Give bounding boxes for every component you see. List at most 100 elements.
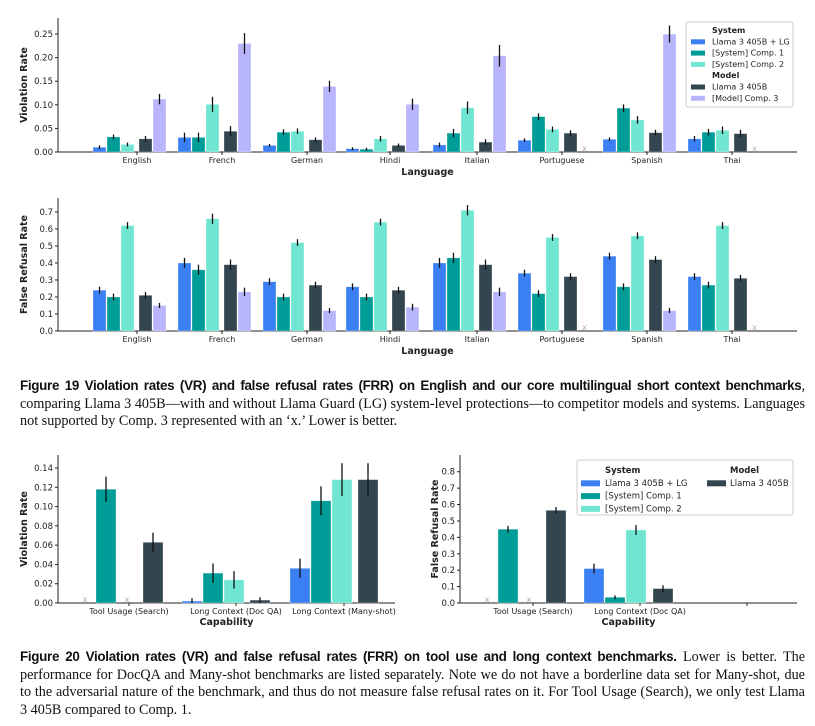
- bar: [602, 138, 617, 153]
- legend-swatch: [707, 480, 726, 487]
- bar: [602, 255, 617, 332]
- legend-header: System: [712, 26, 745, 35]
- legend-label: Llama 3 405B + LG: [712, 37, 790, 46]
- bar: [120, 225, 135, 332]
- bar: [138, 294, 153, 332]
- bar: [687, 276, 702, 332]
- figure-20-label: Figure 20 Violation rates (VR) and false…: [20, 649, 677, 664]
- x-tick-label: Spanish: [631, 156, 663, 165]
- x-tick-label: Thai: [722, 335, 740, 344]
- bar: [345, 286, 360, 332]
- figure-19-label: Figure 19 Violation rates (VR) and false…: [20, 378, 802, 393]
- bar: [583, 568, 605, 604]
- legend-swatch: [691, 39, 705, 45]
- bar: [432, 262, 447, 332]
- bar: [715, 225, 730, 332]
- x-tick-label: Tool Usage (Search): [492, 607, 572, 616]
- bar: [446, 257, 461, 332]
- y-tick-label: 0.04: [34, 560, 53, 570]
- legend-header: System: [605, 466, 641, 476]
- legend-swatch: [581, 493, 600, 500]
- y-tick-label: 0.2: [441, 566, 455, 576]
- y-tick-label: 0.1: [39, 310, 53, 320]
- bar: [531, 293, 546, 332]
- missing-marker: x: [582, 144, 587, 153]
- y-tick-label: 0.25: [34, 30, 53, 40]
- legend-label: [Model] Comp. 3: [712, 94, 778, 103]
- x-axis-label: Capability: [602, 617, 657, 628]
- x-tick-label: Portuguese: [539, 335, 584, 344]
- x-tick-label: Spanish: [631, 335, 663, 344]
- bar: [152, 98, 167, 153]
- y-tick-label: 0.0: [39, 327, 53, 337]
- bar: [95, 488, 117, 604]
- figure-20-text: Lower is better. The performance for Doc…: [20, 649, 805, 718]
- y-tick-label: 0.12: [34, 483, 53, 493]
- y-tick-label: 0.8: [441, 468, 455, 478]
- legend-swatch: [691, 95, 705, 101]
- legend-label: [System] Comp. 1: [605, 492, 682, 502]
- legend-label: Llama 3 405B + LG: [605, 479, 688, 489]
- y-tick-label: 0.10: [34, 503, 53, 513]
- x-tick-label: German: [291, 335, 323, 344]
- y-tick-label: 0.6: [441, 501, 455, 511]
- x-tick-label: French: [209, 156, 236, 165]
- x-tick-label: English: [123, 156, 152, 165]
- bar: [662, 310, 677, 332]
- x-tick-label: Italian: [465, 335, 490, 344]
- bar: [331, 479, 353, 604]
- x-tick-label: Tool Usage (Search): [88, 607, 168, 616]
- chart-vr-language: 0.00 0.05 0.10 0.15 0.20 0.25 English French Ger…: [19, 18, 797, 178]
- chart-frr-capability: 0.0 0.1 0.2 0.3 0.4 0.5 0.6 0.7 0.8 Tool Usage (S…: [430, 455, 797, 628]
- legend-label: Llama 3 405B: [712, 83, 767, 92]
- y-tick-label: 0.2: [39, 293, 53, 303]
- x-tick-label: English: [123, 335, 152, 344]
- y-tick-label: 0.02: [34, 580, 53, 590]
- bar: [648, 259, 663, 332]
- missing-marker: x: [83, 595, 88, 604]
- bar: [405, 104, 420, 153]
- y-tick-label: 0.20: [34, 54, 53, 64]
- bar: [648, 132, 663, 153]
- legend-header: Model: [730, 466, 759, 476]
- legend: System Llama 3 405B + LG [System] Comp. 1 […: [685, 21, 794, 108]
- bar: [662, 33, 677, 153]
- bar: [276, 131, 291, 153]
- bar: [733, 277, 748, 332]
- bar: [616, 286, 631, 332]
- y-tick-label: 0.7: [39, 208, 53, 218]
- legend-box: [685, 21, 794, 108]
- bar: [492, 55, 507, 153]
- bar: [563, 276, 578, 332]
- legend-label: Llama 3 405B: [730, 479, 789, 489]
- bar: [616, 107, 631, 153]
- bar: [205, 218, 220, 332]
- x-tick-label: French: [209, 335, 236, 344]
- bar: [262, 281, 277, 332]
- y-tick-label: 0.4: [39, 259, 53, 269]
- y-tick-label: 0.00: [34, 599, 53, 609]
- legend-box: [576, 459, 794, 516]
- missing-marker: x: [582, 323, 587, 332]
- legend-swatch: [581, 480, 600, 487]
- bar: [276, 296, 291, 332]
- x-tick-label: Portuguese: [539, 156, 584, 165]
- y-tick-label: 0.06: [34, 541, 53, 551]
- bar: [497, 528, 519, 604]
- bar: [531, 116, 546, 153]
- bar: [545, 509, 567, 604]
- legend-swatch: [691, 84, 705, 90]
- bar: [106, 296, 121, 332]
- x-tick-label: Italian: [465, 156, 490, 165]
- bar: [152, 305, 167, 332]
- x-tick-label: Long Context (Many-shot): [292, 607, 396, 616]
- y-tick-label: 0.0: [441, 599, 455, 609]
- y-tick-label: 0.5: [39, 242, 53, 252]
- chart-vr-capability: 0.00 0.02 0.04 0.06 0.08 0.10 0.12 0.14 Tool Usa…: [19, 455, 396, 628]
- bar: [405, 306, 420, 332]
- bar: [290, 130, 305, 153]
- y-tick-label: 0.1: [441, 583, 455, 593]
- bar: [630, 235, 645, 332]
- y-tick-label: 0.5: [441, 517, 455, 527]
- bar: [630, 119, 645, 153]
